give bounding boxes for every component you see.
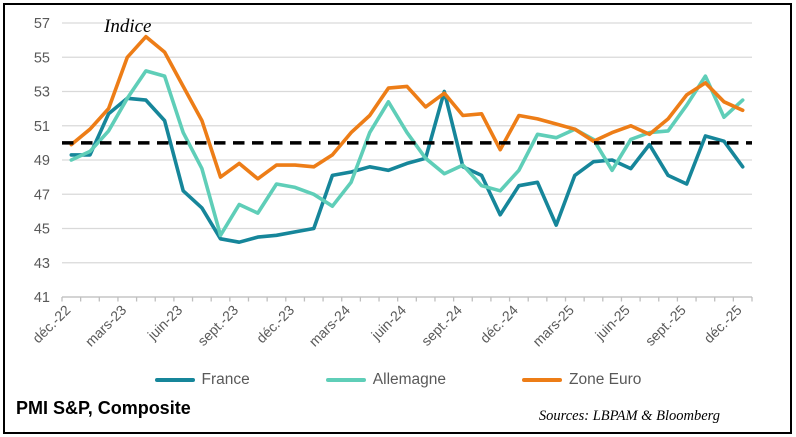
x-tick-label: juin-23 (144, 302, 186, 344)
y-tick-label: 53 (34, 85, 50, 101)
x-tick-label: juin-25 (591, 302, 633, 344)
legend-label-france: France (201, 371, 250, 388)
source-note: Sources: LBPAM & Bloomberg (538, 408, 720, 424)
y-tick-label: 41 (34, 290, 50, 306)
x-tick-label: déc.-24 (477, 302, 521, 346)
y-tick-label: 49 (34, 153, 50, 169)
series-line-france (69, 89, 745, 244)
legend-label-allemagne: Allemagne (372, 371, 447, 388)
legend-item-zone-euro: Zone Euro (522, 371, 641, 389)
y-tick-label: 43 (34, 256, 50, 272)
x-tick-label: mars-23 (82, 302, 130, 350)
series-line-zone-euro (69, 34, 745, 181)
x-tick-label: déc.-22 (29, 302, 73, 346)
y-tick-label: 45 (34, 222, 50, 238)
x-tick-label: mars-25 (529, 302, 577, 350)
legend-item-allemagne: Allemagne (325, 371, 447, 389)
x-tick-label: déc.-25 (700, 302, 744, 346)
y-tick-label: 55 (34, 50, 50, 66)
y-tick-label: 47 (34, 187, 50, 203)
x-tick-label: sept.-23 (194, 302, 241, 349)
legend-label-zone-euro: Zone Euro (569, 371, 642, 388)
x-tick-label: sept.-25 (642, 302, 689, 349)
legend-item-france: France (154, 371, 250, 389)
legend: France Allemagne Zone Euro (0, 371, 796, 389)
axis-title: Indice (104, 16, 152, 37)
x-tick-label: juin-24 (367, 302, 409, 344)
y-tick-label: 57 (34, 16, 50, 32)
x-tick-label: déc.-23 (253, 302, 297, 346)
chart-caption: PMI S&P, Composite (16, 398, 191, 418)
series-line-allemagne (69, 69, 745, 238)
allemagne-line-swatch (325, 378, 366, 382)
x-tick-label: sept.-24 (418, 302, 465, 349)
zone-euro-line-swatch (522, 378, 563, 382)
x-tick-label: mars-24 (306, 302, 354, 350)
france-line-swatch (154, 378, 195, 382)
y-tick-label: 51 (34, 119, 50, 135)
